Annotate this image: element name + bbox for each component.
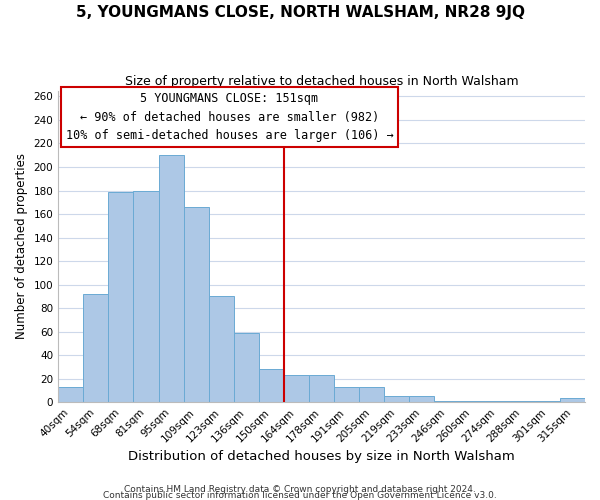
- Text: 5, YOUNGMANS CLOSE, NORTH WALSHAM, NR28 9JQ: 5, YOUNGMANS CLOSE, NORTH WALSHAM, NR28 …: [76, 5, 524, 20]
- Bar: [58, 387, 83, 402]
- Bar: [284, 375, 309, 402]
- Bar: [359, 387, 385, 402]
- Title: Size of property relative to detached houses in North Walsham: Size of property relative to detached ho…: [125, 75, 518, 88]
- Bar: [184, 207, 209, 402]
- Bar: [133, 190, 158, 402]
- Bar: [409, 396, 434, 402]
- Bar: [209, 296, 234, 402]
- Text: Contains HM Land Registry data © Crown copyright and database right 2024.: Contains HM Land Registry data © Crown c…: [124, 485, 476, 494]
- Bar: [259, 370, 284, 402]
- Bar: [83, 294, 109, 402]
- Bar: [385, 396, 409, 402]
- Bar: [109, 192, 133, 402]
- Bar: [460, 401, 485, 402]
- Y-axis label: Number of detached properties: Number of detached properties: [15, 154, 28, 340]
- Bar: [535, 401, 560, 402]
- Bar: [234, 333, 259, 402]
- X-axis label: Distribution of detached houses by size in North Walsham: Distribution of detached houses by size …: [128, 450, 515, 462]
- Bar: [334, 387, 359, 402]
- Bar: [434, 401, 460, 402]
- Text: Contains public sector information licensed under the Open Government Licence v3: Contains public sector information licen…: [103, 490, 497, 500]
- Bar: [485, 401, 510, 402]
- Bar: [158, 155, 184, 402]
- Bar: [560, 398, 585, 402]
- Text: 5 YOUNGMANS CLOSE: 151sqm
← 90% of detached houses are smaller (982)
10% of semi: 5 YOUNGMANS CLOSE: 151sqm ← 90% of detac…: [65, 92, 393, 142]
- Bar: [309, 375, 334, 402]
- Bar: [510, 401, 535, 402]
